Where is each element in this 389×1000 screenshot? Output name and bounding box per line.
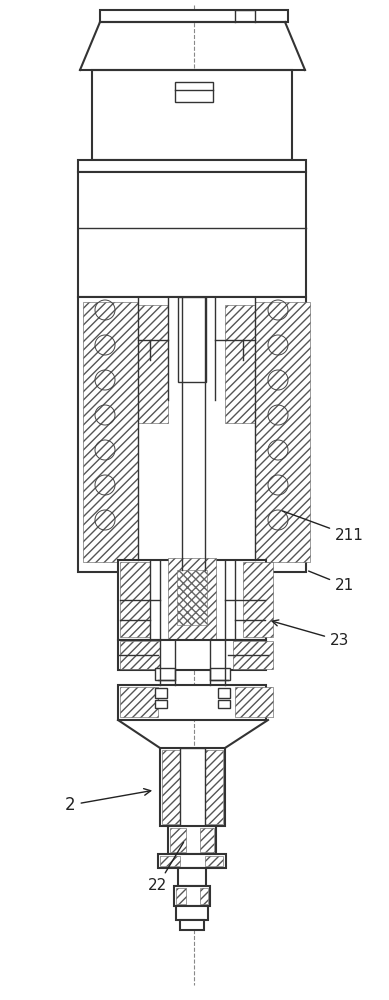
Bar	[255, 302, 310, 562]
Bar	[200, 828, 214, 852]
Bar	[178, 868, 206, 886]
Bar	[180, 920, 204, 930]
Bar	[155, 700, 167, 708]
Text: 22: 22	[148, 842, 184, 893]
Bar	[155, 688, 167, 698]
Bar	[160, 748, 225, 826]
Bar	[100, 10, 288, 22]
Bar	[118, 640, 266, 670]
Bar	[78, 297, 306, 572]
Bar	[168, 826, 216, 854]
Bar	[218, 700, 230, 708]
Bar	[200, 888, 208, 904]
Bar	[235, 687, 273, 717]
Bar	[158, 854, 226, 868]
Bar	[120, 641, 160, 669]
Bar	[83, 302, 138, 562]
Bar	[120, 687, 158, 717]
Bar	[243, 562, 273, 637]
Bar	[118, 685, 266, 720]
Text: 211: 211	[282, 511, 364, 543]
Bar	[225, 305, 255, 423]
Bar	[176, 888, 186, 904]
Bar	[176, 906, 208, 920]
Bar	[118, 560, 266, 640]
Bar	[160, 856, 180, 866]
Bar	[174, 886, 210, 906]
Bar	[78, 172, 306, 297]
Bar	[170, 828, 186, 852]
Bar	[177, 570, 207, 625]
Bar	[92, 70, 292, 160]
Bar	[175, 82, 213, 102]
Bar	[78, 160, 306, 172]
Bar	[203, 750, 223, 824]
Bar	[162, 750, 187, 824]
Bar	[233, 641, 273, 669]
Bar	[138, 305, 168, 423]
Bar	[205, 856, 223, 866]
Text: 23: 23	[272, 620, 349, 648]
Text: 2: 2	[65, 789, 151, 814]
Bar	[168, 558, 216, 648]
Bar	[155, 668, 175, 680]
Bar	[120, 562, 150, 637]
Bar	[218, 688, 230, 698]
Bar	[180, 748, 205, 848]
Bar	[210, 668, 230, 680]
Bar	[178, 297, 206, 382]
Text: 21: 21	[308, 571, 354, 593]
